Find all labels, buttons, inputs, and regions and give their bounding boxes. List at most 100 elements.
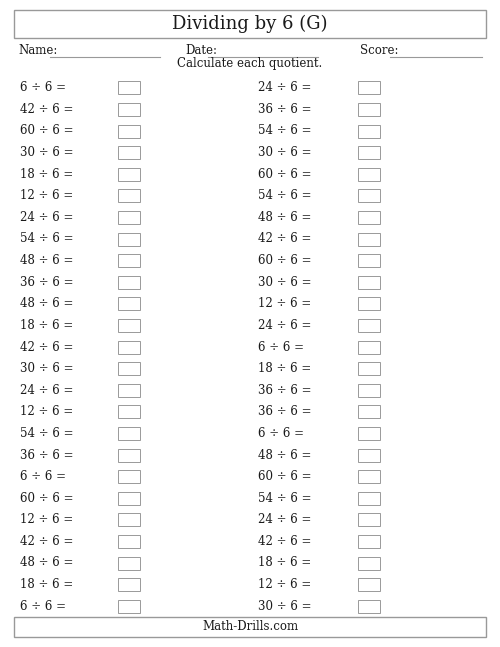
FancyBboxPatch shape bbox=[118, 492, 140, 505]
Text: 30 ÷ 6 =: 30 ÷ 6 = bbox=[20, 362, 74, 375]
Text: 36 ÷ 6 =: 36 ÷ 6 = bbox=[258, 103, 312, 116]
FancyBboxPatch shape bbox=[358, 600, 380, 613]
Text: 6 ÷ 6 =: 6 ÷ 6 = bbox=[258, 340, 304, 353]
FancyBboxPatch shape bbox=[118, 513, 140, 526]
Text: 48 ÷ 6 =: 48 ÷ 6 = bbox=[20, 556, 74, 569]
FancyBboxPatch shape bbox=[118, 340, 140, 353]
Text: 6 ÷ 6 =: 6 ÷ 6 = bbox=[20, 82, 66, 94]
FancyBboxPatch shape bbox=[358, 276, 380, 289]
FancyBboxPatch shape bbox=[118, 405, 140, 419]
FancyBboxPatch shape bbox=[14, 617, 486, 637]
Text: 30 ÷ 6 =: 30 ÷ 6 = bbox=[258, 600, 312, 613]
FancyBboxPatch shape bbox=[358, 513, 380, 526]
FancyBboxPatch shape bbox=[118, 578, 140, 591]
Text: 42 ÷ 6 =: 42 ÷ 6 = bbox=[258, 535, 312, 548]
FancyBboxPatch shape bbox=[118, 298, 140, 311]
FancyBboxPatch shape bbox=[118, 232, 140, 245]
FancyBboxPatch shape bbox=[118, 254, 140, 267]
Text: 30 ÷ 6 =: 30 ÷ 6 = bbox=[258, 276, 312, 289]
Text: 42 ÷ 6 =: 42 ÷ 6 = bbox=[20, 535, 74, 548]
Text: 60 ÷ 6 =: 60 ÷ 6 = bbox=[258, 168, 312, 181]
Text: 18 ÷ 6 =: 18 ÷ 6 = bbox=[20, 168, 73, 181]
Text: 54 ÷ 6 =: 54 ÷ 6 = bbox=[258, 190, 312, 203]
Text: 36 ÷ 6 =: 36 ÷ 6 = bbox=[20, 276, 74, 289]
Text: 24 ÷ 6 =: 24 ÷ 6 = bbox=[20, 384, 74, 397]
FancyBboxPatch shape bbox=[358, 254, 380, 267]
Text: 42 ÷ 6 =: 42 ÷ 6 = bbox=[20, 340, 74, 353]
FancyBboxPatch shape bbox=[118, 103, 140, 116]
Text: Dividing by 6 (G): Dividing by 6 (G) bbox=[172, 15, 328, 33]
FancyBboxPatch shape bbox=[118, 535, 140, 548]
Text: 36 ÷ 6 =: 36 ÷ 6 = bbox=[258, 384, 312, 397]
FancyBboxPatch shape bbox=[358, 448, 380, 461]
Text: 6 ÷ 6 =: 6 ÷ 6 = bbox=[258, 427, 304, 440]
FancyBboxPatch shape bbox=[358, 578, 380, 591]
Text: Math-Drills.com: Math-Drills.com bbox=[202, 620, 298, 633]
Text: Name:: Name: bbox=[18, 45, 58, 58]
FancyBboxPatch shape bbox=[358, 146, 380, 159]
FancyBboxPatch shape bbox=[358, 556, 380, 569]
FancyBboxPatch shape bbox=[118, 211, 140, 224]
Text: 36 ÷ 6 =: 36 ÷ 6 = bbox=[258, 405, 312, 419]
FancyBboxPatch shape bbox=[118, 319, 140, 332]
Text: 42 ÷ 6 =: 42 ÷ 6 = bbox=[258, 232, 312, 245]
Text: Score:: Score: bbox=[360, 45, 399, 58]
Text: 24 ÷ 6 =: 24 ÷ 6 = bbox=[258, 82, 312, 94]
FancyBboxPatch shape bbox=[118, 168, 140, 181]
FancyBboxPatch shape bbox=[118, 384, 140, 397]
Text: 54 ÷ 6 =: 54 ÷ 6 = bbox=[258, 124, 312, 138]
Text: 60 ÷ 6 =: 60 ÷ 6 = bbox=[258, 470, 312, 483]
Text: Date:: Date: bbox=[185, 45, 217, 58]
Text: 18 ÷ 6 =: 18 ÷ 6 = bbox=[20, 319, 73, 332]
FancyBboxPatch shape bbox=[118, 470, 140, 483]
FancyBboxPatch shape bbox=[14, 10, 486, 38]
FancyBboxPatch shape bbox=[358, 470, 380, 483]
FancyBboxPatch shape bbox=[118, 427, 140, 440]
FancyBboxPatch shape bbox=[118, 82, 140, 94]
Text: 18 ÷ 6 =: 18 ÷ 6 = bbox=[258, 556, 311, 569]
FancyBboxPatch shape bbox=[358, 340, 380, 353]
Text: 12 ÷ 6 =: 12 ÷ 6 = bbox=[258, 578, 311, 591]
Text: 24 ÷ 6 =: 24 ÷ 6 = bbox=[258, 319, 312, 332]
FancyBboxPatch shape bbox=[118, 146, 140, 159]
Text: 48 ÷ 6 =: 48 ÷ 6 = bbox=[258, 448, 312, 461]
FancyBboxPatch shape bbox=[118, 448, 140, 461]
FancyBboxPatch shape bbox=[118, 190, 140, 203]
Text: 6 ÷ 6 =: 6 ÷ 6 = bbox=[20, 600, 66, 613]
Text: 54 ÷ 6 =: 54 ÷ 6 = bbox=[20, 427, 74, 440]
FancyBboxPatch shape bbox=[118, 362, 140, 375]
Text: 48 ÷ 6 =: 48 ÷ 6 = bbox=[258, 211, 312, 224]
FancyBboxPatch shape bbox=[358, 82, 380, 94]
Text: 60 ÷ 6 =: 60 ÷ 6 = bbox=[258, 254, 312, 267]
FancyBboxPatch shape bbox=[358, 319, 380, 332]
Text: 60 ÷ 6 =: 60 ÷ 6 = bbox=[20, 124, 74, 138]
Text: 18 ÷ 6 =: 18 ÷ 6 = bbox=[258, 362, 311, 375]
Text: 48 ÷ 6 =: 48 ÷ 6 = bbox=[20, 298, 74, 311]
Text: Calculate each quotient.: Calculate each quotient. bbox=[178, 56, 322, 69]
FancyBboxPatch shape bbox=[358, 168, 380, 181]
FancyBboxPatch shape bbox=[358, 124, 380, 138]
Text: 54 ÷ 6 =: 54 ÷ 6 = bbox=[20, 232, 74, 245]
FancyBboxPatch shape bbox=[358, 384, 380, 397]
Text: 12 ÷ 6 =: 12 ÷ 6 = bbox=[258, 298, 311, 311]
Text: 12 ÷ 6 =: 12 ÷ 6 = bbox=[20, 190, 73, 203]
FancyBboxPatch shape bbox=[358, 211, 380, 224]
Text: 48 ÷ 6 =: 48 ÷ 6 = bbox=[20, 254, 74, 267]
FancyBboxPatch shape bbox=[358, 103, 380, 116]
FancyBboxPatch shape bbox=[358, 362, 380, 375]
Text: 60 ÷ 6 =: 60 ÷ 6 = bbox=[20, 492, 74, 505]
FancyBboxPatch shape bbox=[358, 405, 380, 419]
Text: 24 ÷ 6 =: 24 ÷ 6 = bbox=[258, 513, 312, 526]
Text: 6 ÷ 6 =: 6 ÷ 6 = bbox=[20, 470, 66, 483]
Text: 12 ÷ 6 =: 12 ÷ 6 = bbox=[20, 513, 73, 526]
FancyBboxPatch shape bbox=[118, 556, 140, 569]
Text: 24 ÷ 6 =: 24 ÷ 6 = bbox=[20, 211, 74, 224]
FancyBboxPatch shape bbox=[118, 276, 140, 289]
Text: 30 ÷ 6 =: 30 ÷ 6 = bbox=[20, 146, 74, 159]
FancyBboxPatch shape bbox=[118, 600, 140, 613]
FancyBboxPatch shape bbox=[358, 535, 380, 548]
Text: 42 ÷ 6 =: 42 ÷ 6 = bbox=[20, 103, 74, 116]
Text: 18 ÷ 6 =: 18 ÷ 6 = bbox=[20, 578, 73, 591]
FancyBboxPatch shape bbox=[358, 427, 380, 440]
Text: 30 ÷ 6 =: 30 ÷ 6 = bbox=[258, 146, 312, 159]
